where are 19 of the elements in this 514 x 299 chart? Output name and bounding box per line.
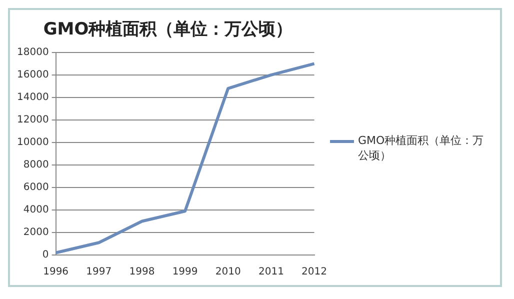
y-tick-label: 8000	[23, 160, 49, 171]
legend-label: GMO种植面积（单位：万公顷）	[358, 132, 485, 162]
chart-title: GMO种植面积（单位：万公顷）	[43, 20, 293, 40]
y-tick-label: 18000	[17, 46, 49, 58]
x-tick-label: 2012	[302, 266, 327, 278]
x-tick-label: 1998	[129, 266, 155, 278]
y-tick-label: 4000	[23, 204, 49, 216]
y-tick-label: 10000	[17, 137, 49, 148]
y-tick-label: 12000	[17, 114, 49, 126]
x-tick-label: 2010	[215, 266, 241, 278]
x-tick-label: 1999	[172, 266, 198, 278]
y-tick-label: 6000	[23, 182, 49, 194]
y-tick-label: 2000	[23, 227, 49, 238]
y-tick-label: 0	[42, 250, 49, 261]
y-tick-label: 16000	[17, 70, 49, 81]
x-tick-label: 2011	[258, 266, 284, 278]
x-tick-label: 1997	[86, 266, 112, 278]
y-tick-label: 14000	[17, 92, 49, 104]
x-tick-label: 1996	[43, 266, 69, 278]
